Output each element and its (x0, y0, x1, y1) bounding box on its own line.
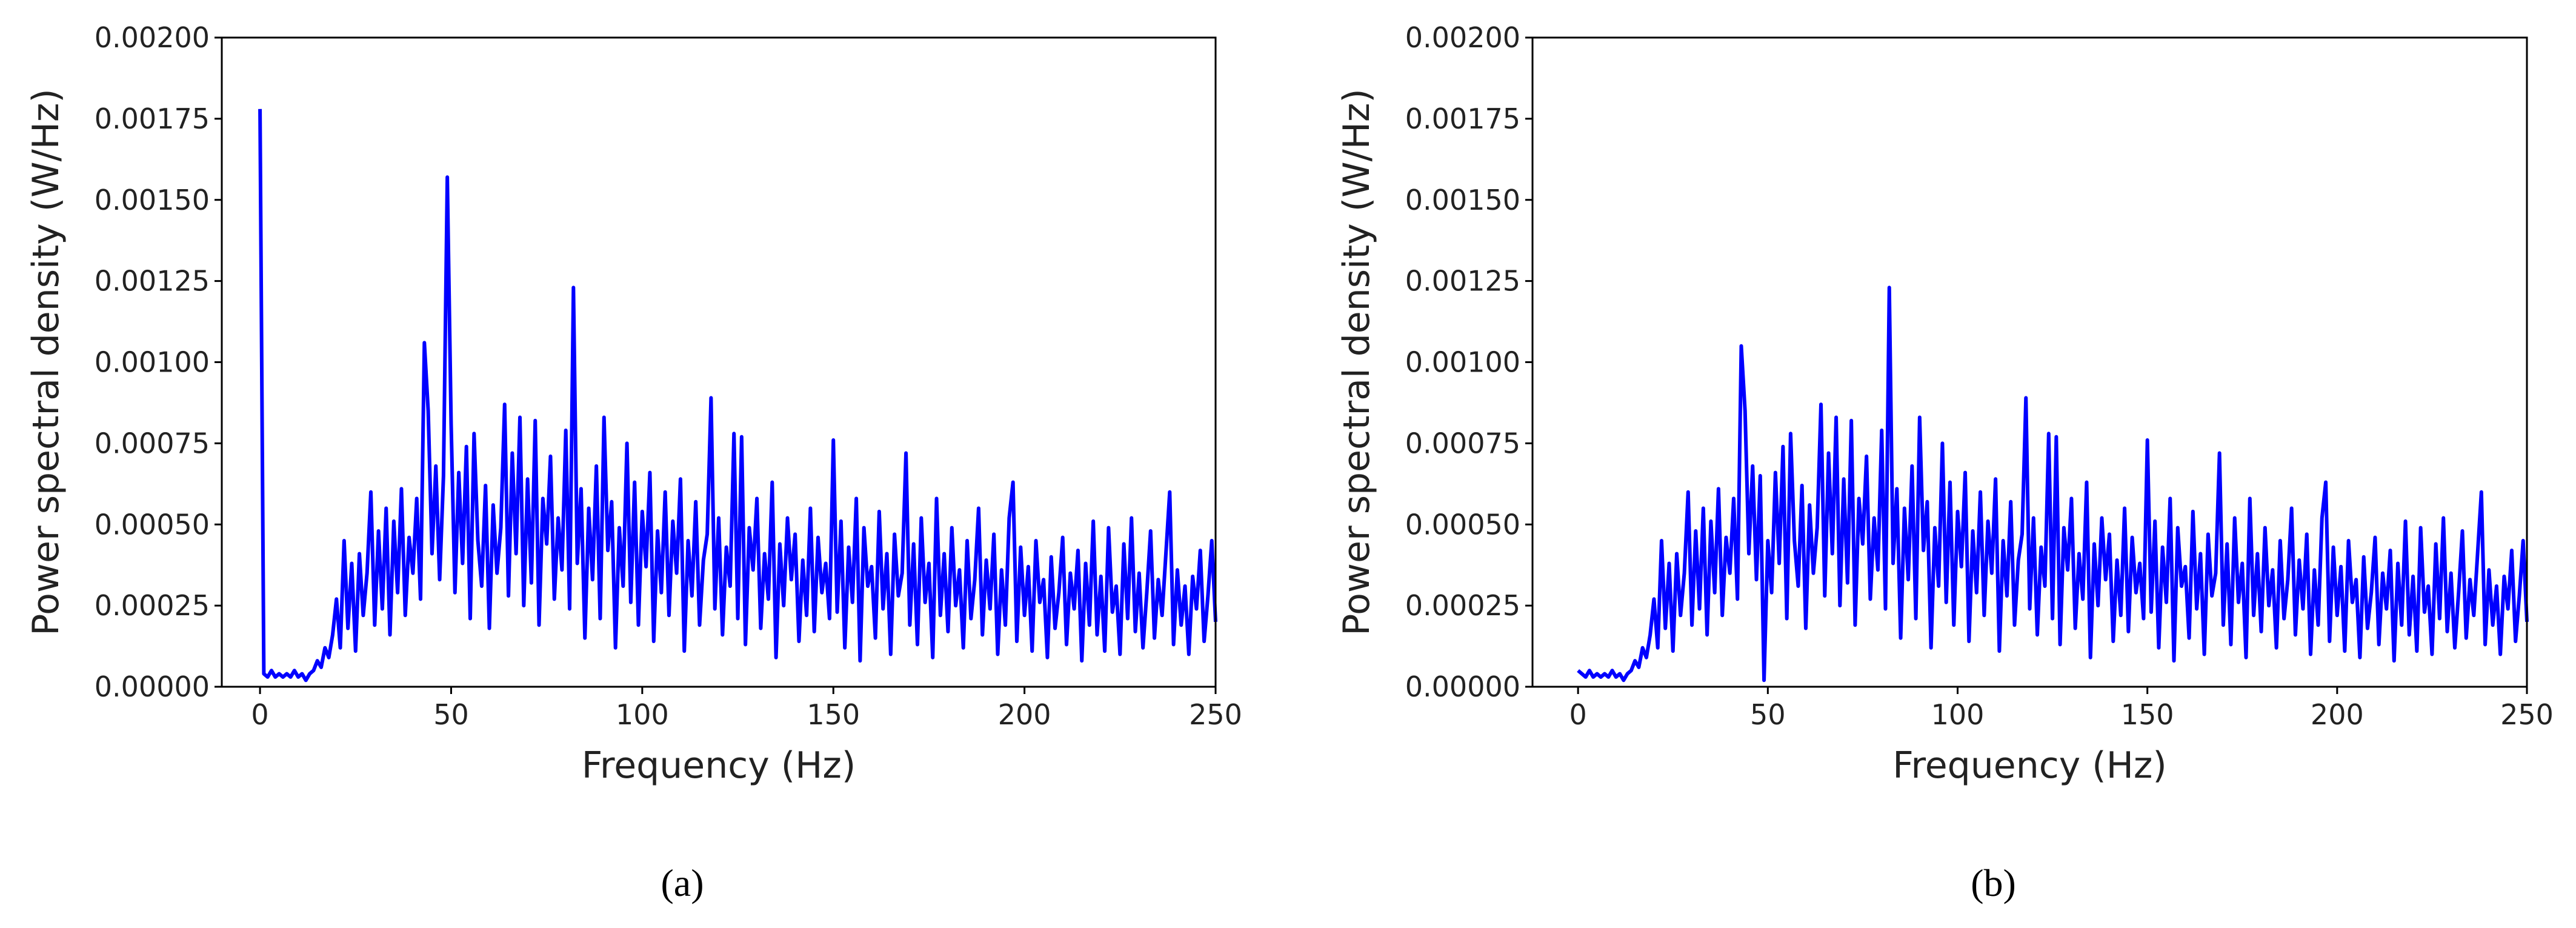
y-tick-label: 0.00000 (1405, 670, 1520, 703)
chart: 0.00000 0.00025 0.00050 0.00075 0.00100 0.001… (1336, 21, 2554, 904)
y-tick-label: 0.00100 (95, 346, 210, 379)
y-tick-label: 0.00025 (95, 589, 210, 622)
psd-line (258, 108, 1217, 683)
y-axis-label: Power spectral density (W/Hz) (1336, 88, 1378, 635)
caption: (a) (661, 861, 704, 904)
y-tick-label: 0.00100 (1405, 346, 1520, 379)
x-tick-label: 150 (807, 698, 860, 731)
x-tick-label: 50 (1750, 698, 1786, 731)
y-tick-label: 0.00025 (1405, 589, 1520, 622)
plot-frame (221, 36, 1217, 688)
x-tick-label: 250 (2500, 698, 2554, 731)
x-axis-label: Frequency (Hz) (582, 744, 856, 787)
x-tick-label: 250 (1189, 698, 1242, 731)
y-tick-label: 0.00200 (1405, 21, 1520, 54)
caption: (b) (1971, 861, 2016, 904)
y-tick-label: 0.00150 (1405, 184, 1520, 216)
y-tick-label: 0.00075 (95, 427, 210, 459)
chart: 0.00000 0.00025 0.00050 0.00075 0.00100 0.001… (25, 21, 1242, 904)
x-tick-label: 100 (616, 698, 669, 731)
x-axis-label: Frequency (Hz) (1892, 744, 2166, 787)
x-tick-label: 0 (251, 698, 268, 731)
y-tick-label: 0.00175 (95, 102, 210, 135)
x-tick-label: 200 (2311, 698, 2364, 731)
y-tick-label: 0.00125 (95, 265, 210, 298)
y-axis-label: Power spectral density (W/Hz) (25, 88, 67, 635)
x-tick-label: 150 (2121, 698, 2174, 731)
psd-line (1577, 285, 2529, 683)
x-tick-label: 0 (1569, 698, 1587, 731)
x-tick-label: 200 (998, 698, 1051, 731)
y-tick-label: 0.00150 (95, 184, 210, 216)
x-tick-label: 50 (433, 698, 469, 731)
y-tick-label: 0.00200 (95, 21, 210, 54)
x-tick-label: 100 (1931, 698, 1985, 731)
y-tick-label: 0.00000 (95, 670, 210, 703)
y-tick-label: 0.00125 (1405, 265, 1520, 298)
y-tick-label: 0.00050 (95, 508, 210, 541)
y-tick-label: 0.00175 (1405, 102, 1520, 135)
y-tick-label: 0.00075 (1405, 427, 1520, 459)
y-tick-label: 0.00050 (1405, 508, 1520, 541)
